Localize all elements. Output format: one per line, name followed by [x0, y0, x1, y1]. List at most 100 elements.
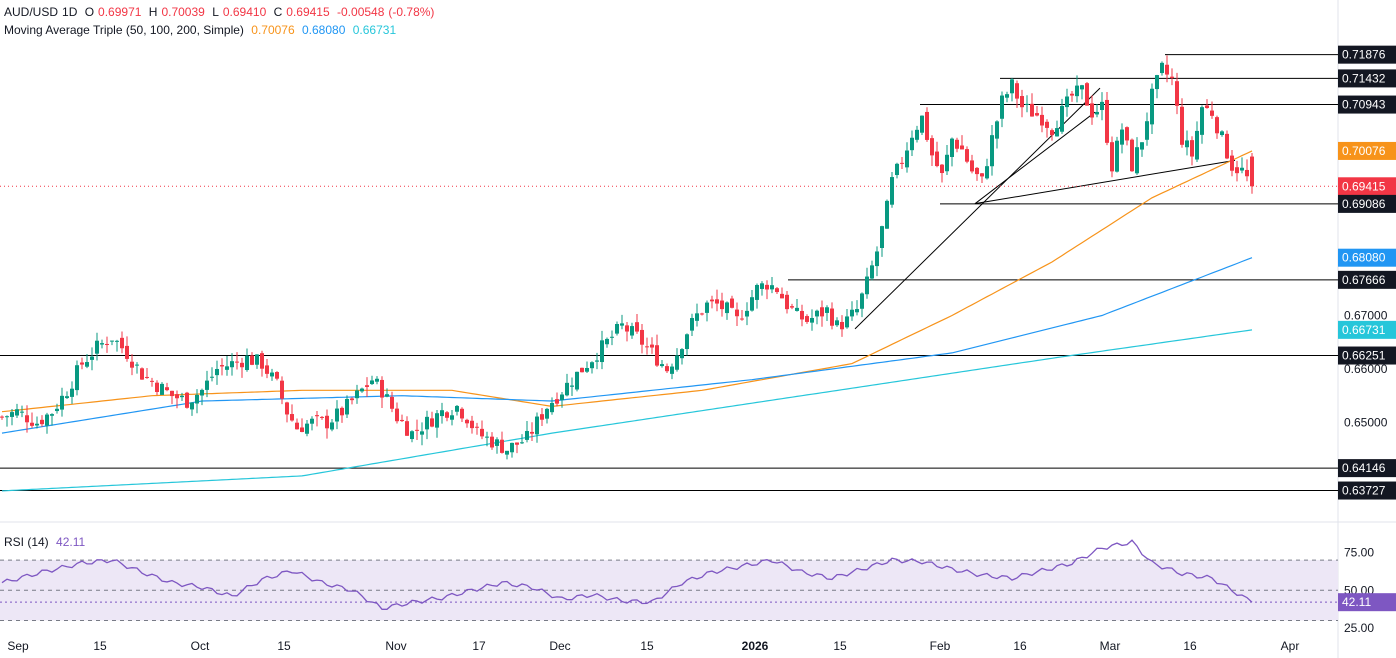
- candle-body: [1160, 62, 1164, 74]
- price-tag-box: [1338, 194, 1396, 213]
- candle-body: [115, 340, 119, 342]
- open-value: 0.69971: [98, 5, 142, 19]
- candle-body: [665, 366, 669, 372]
- x-axis-tick: 17: [472, 639, 486, 653]
- candle-body: [465, 419, 469, 424]
- candle-body: [880, 226, 884, 248]
- price-tag-box: [1338, 270, 1396, 289]
- candle-body: [1180, 106, 1184, 145]
- candle-body: [1110, 142, 1114, 172]
- candle-body: [335, 408, 339, 422]
- x-axis-tick: Mar: [1100, 639, 1121, 653]
- price-tag-box: [1338, 346, 1396, 365]
- price-tag-label: 0.70943: [1342, 98, 1386, 112]
- candle-body: [530, 431, 534, 434]
- candle-body: [1220, 131, 1224, 136]
- candle-body: [1140, 142, 1144, 150]
- candle-body: [275, 372, 279, 379]
- candle-body: [750, 297, 754, 311]
- candle-body: [735, 309, 739, 317]
- candle-body: [690, 318, 694, 331]
- candle-body: [645, 346, 649, 348]
- candle-body: [1065, 96, 1069, 108]
- candle-body: [305, 423, 309, 434]
- candle-body: [1150, 88, 1154, 125]
- candle-body: [810, 317, 814, 323]
- candle-body: [45, 414, 49, 426]
- candle-body: [1095, 111, 1099, 115]
- ma100-value: 0.68080: [302, 23, 346, 37]
- candle-body: [920, 115, 924, 133]
- candle-body: [165, 387, 169, 391]
- candle-body: [460, 408, 464, 419]
- candle-body: [170, 390, 174, 397]
- price-tag-box: [1338, 320, 1396, 339]
- candle-body: [900, 162, 904, 164]
- candle-body: [285, 402, 289, 415]
- candle-body: [1145, 121, 1149, 140]
- x-axis-tick: Oct: [191, 639, 210, 653]
- candle-body: [980, 173, 984, 177]
- candle-body: [975, 167, 979, 175]
- candle-body: [1055, 128, 1059, 137]
- candle-body: [1025, 103, 1029, 105]
- candle-body: [730, 298, 734, 308]
- candle-body: [265, 365, 269, 374]
- candle-body: [775, 288, 779, 293]
- candle-body: [505, 450, 509, 455]
- candle-body: [315, 415, 319, 417]
- price-tag-box: [1338, 248, 1396, 267]
- close-label: C: [273, 5, 283, 19]
- candle-body: [480, 428, 484, 437]
- candle-body: [535, 416, 539, 435]
- x-axis-tick: 15: [277, 639, 291, 653]
- x-axis-tick: 2026: [742, 639, 769, 653]
- candle-body: [605, 338, 609, 345]
- high-label: H: [148, 5, 158, 19]
- candle-body: [995, 121, 999, 139]
- candle-body: [1170, 76, 1174, 79]
- candle-body: [80, 362, 84, 365]
- x-axis-tick: Apr: [1281, 639, 1300, 653]
- candle-body: [1240, 167, 1244, 171]
- candle-body: [940, 164, 944, 174]
- rsi-axis-tick: 25.00: [1344, 621, 1374, 635]
- price-tag-box: [1338, 95, 1396, 114]
- price-axis-tick: 0.66000: [1344, 362, 1388, 376]
- candle-body: [555, 399, 559, 404]
- candle-body: [225, 366, 229, 370]
- candle-body: [640, 329, 644, 345]
- rsi-line: [1, 539, 1253, 610]
- price-tag-label: 0.69086: [1342, 197, 1386, 211]
- candle-body: [205, 380, 209, 390]
- candle-body: [1020, 96, 1024, 108]
- candle-body: [410, 431, 414, 440]
- candle-body: [620, 323, 624, 326]
- candle-body: [675, 355, 679, 370]
- x-axis-tick: Dec: [549, 639, 570, 653]
- candle-body: [395, 408, 399, 422]
- candle-body: [960, 145, 964, 150]
- candle-body: [495, 439, 499, 446]
- candle-body: [185, 392, 189, 408]
- ma-legend: Moving Average Triple (50, 100, 200, Sim…: [4, 23, 400, 37]
- price-tag-box: [1338, 45, 1396, 64]
- symbol-legend: AUD/USD 1D O 0.69971 H 0.70039 L 0.69410 C 0.…: [4, 5, 438, 19]
- candle-body: [200, 389, 204, 396]
- price-tag-box: [1338, 141, 1396, 160]
- candle-body: [780, 293, 784, 299]
- rsi-tag-box: [1338, 593, 1396, 612]
- candle-body: [290, 414, 294, 421]
- candle-body: [500, 439, 504, 453]
- candle-body: [135, 364, 139, 366]
- candle-body: [660, 364, 664, 367]
- price-tag-label: 0.69415: [1342, 179, 1386, 193]
- candle-body: [1060, 106, 1064, 132]
- candle-body: [635, 322, 639, 332]
- candle-body: [585, 367, 589, 372]
- candle-body: [695, 313, 699, 321]
- candle-body: [1015, 83, 1019, 99]
- candle-body: [310, 418, 314, 424]
- candle-body: [1010, 79, 1014, 94]
